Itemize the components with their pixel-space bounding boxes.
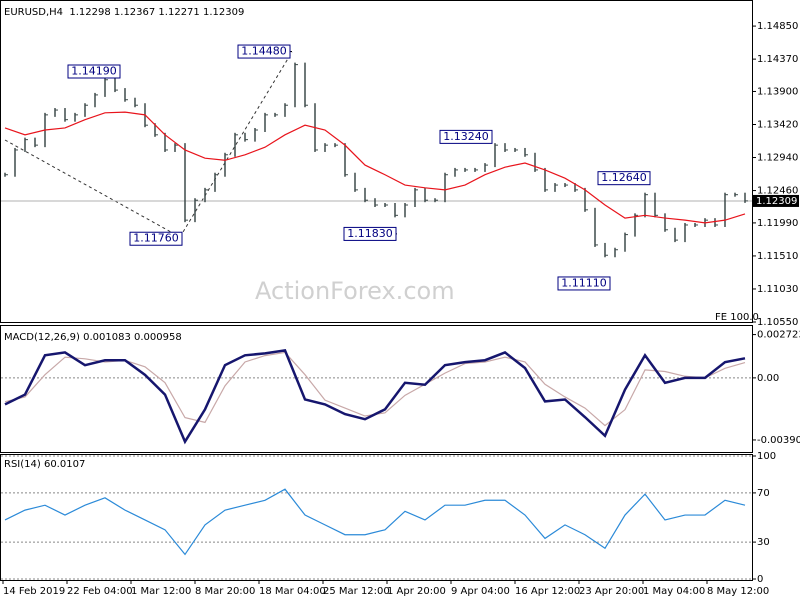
- annotation-label: 1.11110: [561, 276, 607, 289]
- y-tick-label: 1.11030: [757, 284, 798, 295]
- macd-panel: [0, 325, 753, 453]
- annotation-box: [597, 171, 651, 186]
- y-tick-label: 70: [757, 488, 770, 499]
- annotation-box: [129, 231, 183, 246]
- y-tick-label: 1.11510: [757, 251, 798, 262]
- rsi-panel: [0, 454, 753, 581]
- x-tick-label: 8 May 12:00: [707, 586, 769, 597]
- annotation-box: [67, 64, 121, 79]
- y-tick-label: 0.00: [757, 373, 779, 384]
- x-tick-label: 25 Mar 12:00: [323, 586, 390, 597]
- y-tick-label: 1.14370: [757, 54, 798, 65]
- y-tick-label: 100: [757, 451, 776, 462]
- last-price-label: 1.12309: [756, 196, 797, 207]
- y-tick-label: 1.12460: [757, 186, 798, 197]
- x-tick-label: 16 Apr 12:00: [515, 586, 580, 597]
- x-tick-label: 1 May 04:00: [643, 586, 705, 597]
- price-title: EURUSD,H4 1.12298 1.12367 1.12271 1.1230…: [4, 7, 244, 18]
- y-tick-label: 0.002723: [757, 330, 800, 341]
- series-line: [4, 488, 746, 556]
- footnote: FE 100.0: [715, 312, 759, 323]
- y-tick-label: 1.12940: [757, 153, 798, 164]
- y-tick-label: -0.003905: [757, 435, 800, 446]
- x-tick-label: 14 Feb 2019: [3, 586, 65, 597]
- x-tick-label: 22 Feb 04:00: [67, 586, 133, 597]
- y-tick-label: 30: [757, 537, 770, 548]
- annotation-label: 1.11830: [347, 227, 393, 240]
- annotation-box: [557, 276, 611, 291]
- y-tick-label: 0: [757, 574, 763, 585]
- x-tick-label: 8 Mar 20:00: [195, 586, 255, 597]
- y-tick-label: 1.11990: [757, 218, 798, 229]
- x-tick-label: 1 Mar 12:00: [131, 586, 191, 597]
- annotation-box: [343, 226, 397, 241]
- y-tick-label: 1.14850: [757, 21, 798, 32]
- y-tick-label: 1.10550: [757, 317, 798, 328]
- watermark: ActionForex.com: [255, 277, 455, 305]
- annotation-label: 1.11760: [133, 232, 179, 245]
- price-panel: [0, 0, 753, 323]
- annotation-label: 1.13240: [443, 130, 489, 143]
- last-price-box: [753, 194, 799, 207]
- annotation-label: 1.14480: [241, 45, 287, 58]
- annotation-label: 1.14190: [71, 65, 117, 78]
- annotation-label: 1.12640: [601, 171, 647, 184]
- y-tick-label: 1.13900: [757, 86, 798, 97]
- trend-line: [179, 51, 293, 238]
- rsi-title: RSI(14) 60.0107: [4, 459, 85, 470]
- y-tick-label: 1.13420: [757, 119, 798, 130]
- x-tick-label: 9 Apr 04:00: [451, 586, 510, 597]
- x-tick-label: 23 Apr 20:00: [579, 586, 644, 597]
- x-tick-label: 18 Mar 04:00: [259, 586, 326, 597]
- macd-title: MACD(12,26,9) 0.001083 0.000958: [4, 332, 182, 343]
- series-line: [4, 111, 746, 224]
- series-line: [4, 348, 746, 445]
- x-tick-label: 1 Apr 20:00: [387, 586, 446, 597]
- annotation-box: [439, 129, 493, 144]
- annotation-box: [237, 44, 291, 59]
